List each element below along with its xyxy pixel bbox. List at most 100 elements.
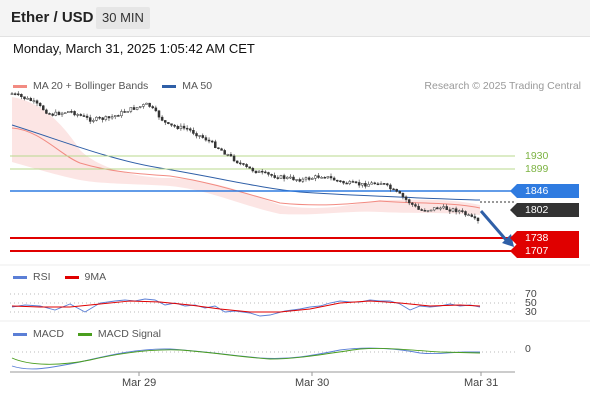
candle-body (317, 175, 320, 178)
candle-body (420, 209, 423, 211)
candle-body (436, 207, 439, 210)
symbol-title: Ether / USD (11, 9, 94, 26)
candle-body (126, 111, 129, 113)
candle-body (17, 93, 20, 96)
legend-9ma-label: 9MA (84, 271, 107, 283)
candle-body (157, 110, 161, 118)
candle-body (464, 211, 467, 216)
rsi-level-30-label: 30 (525, 306, 537, 318)
candle-body (367, 183, 370, 187)
candle-body (223, 150, 226, 155)
candle-body (301, 178, 305, 182)
candle-body (51, 113, 54, 116)
candle-body (348, 181, 352, 184)
candle-body (239, 162, 242, 165)
candle-body (279, 175, 283, 179)
rsi-level-70-label: 70 (525, 288, 537, 300)
level-label-1930: 1930 (525, 150, 549, 162)
candle-body (163, 120, 167, 123)
candle-body (92, 120, 95, 122)
candle-body (182, 125, 186, 129)
rsi-swatch-icon (13, 275, 27, 279)
candle-body (442, 206, 445, 209)
candle-body (104, 116, 108, 120)
candle-body (323, 177, 327, 179)
candle-body (470, 214, 473, 217)
candle-body (95, 116, 98, 121)
candle-body (267, 172, 270, 175)
candle-body (135, 107, 139, 110)
candle-body (170, 123, 173, 126)
candle-body (67, 111, 70, 113)
candle-body (386, 183, 389, 186)
macd-legend: MACD MACD Signal (13, 328, 175, 340)
price-legend: MA 20 + Bollinger Bands MA 50 (13, 80, 226, 92)
candle-body (379, 183, 383, 185)
forecast-arrow (479, 210, 509, 242)
candle-body (457, 210, 461, 213)
candle-body (382, 183, 386, 185)
candle-body (82, 115, 86, 117)
candle-body (32, 100, 36, 102)
candle-body (245, 164, 248, 168)
candle-body (292, 176, 295, 181)
candle-body (145, 102, 148, 105)
rsi-ma-swatch-icon (64, 275, 79, 279)
candle-body (117, 115, 120, 117)
candle-body (132, 107, 136, 110)
candle-body (54, 111, 58, 116)
candle-body (467, 214, 470, 217)
candle-body (192, 130, 195, 134)
x-axis-label-mar29: Mar 29 (122, 377, 157, 389)
candle-body (10, 93, 14, 95)
legend-macd-label: MACD (33, 328, 64, 340)
candle-body (142, 104, 145, 107)
candle-body (79, 114, 83, 116)
level-tag-1707: 1707 (510, 244, 579, 258)
legend-macd-signal-label: MACD Signal (97, 328, 161, 340)
candle-body (357, 182, 361, 186)
candle-body (88, 117, 92, 122)
candle-body (201, 135, 205, 138)
candle-body (329, 176, 333, 179)
candle-body (370, 182, 373, 185)
candle-body (454, 208, 458, 213)
candle-body (282, 175, 286, 179)
candle-body (160, 116, 164, 121)
candle-body (270, 174, 273, 176)
candle-body (398, 191, 402, 194)
legend-9ma: 9MA (64, 271, 107, 283)
candle-body (273, 175, 276, 178)
candle-body (138, 106, 142, 108)
candle-body (373, 182, 377, 185)
ma50-swatch-icon (162, 84, 177, 88)
legend-macd: MACD (13, 328, 64, 340)
candle-body (226, 154, 230, 156)
candle-body (320, 177, 323, 179)
candle-body (389, 184, 392, 190)
candle-body (345, 182, 348, 185)
candle-body (439, 207, 442, 210)
candle-body (404, 196, 408, 200)
candle-body (248, 166, 251, 169)
candle-body (304, 177, 308, 180)
candle-body (411, 202, 414, 205)
candle-body (354, 181, 358, 184)
legend-bollinger: MA 20 + Bollinger Bands (13, 80, 148, 92)
candle-body (392, 188, 395, 191)
candle-body (123, 111, 126, 113)
candle-body (307, 177, 311, 180)
candle-body (60, 112, 64, 116)
candle-body (185, 127, 189, 130)
legend-ma50: MA 50 (162, 80, 212, 92)
macd-signal-swatch-icon (77, 332, 92, 336)
interval-button[interactable]: 30 MIN (96, 7, 150, 29)
candle-body (326, 176, 330, 179)
candle-body (98, 116, 101, 119)
x-axis-label-mar30: Mar 30 (295, 377, 330, 389)
candle-body (189, 128, 192, 131)
candle-body (48, 113, 51, 115)
legend-rsi-label: RSI (33, 271, 51, 283)
chart-header: Ether / USD 30 MIN (0, 0, 590, 37)
